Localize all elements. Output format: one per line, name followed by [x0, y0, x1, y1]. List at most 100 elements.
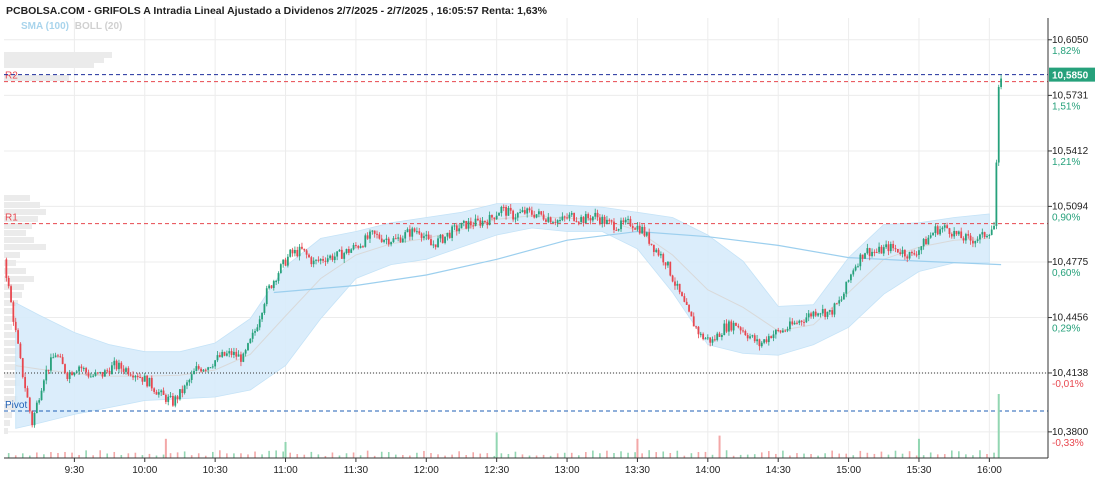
candle-body — [746, 335, 749, 339]
candle-body — [401, 238, 404, 243]
candle-body — [509, 207, 512, 211]
candle-body — [791, 321, 794, 325]
volume-bar — [845, 453, 848, 458]
candle-body — [552, 222, 554, 224]
volume-bar — [155, 455, 158, 458]
candle-body — [289, 249, 292, 257]
volume-bar — [134, 452, 137, 458]
candle-body — [394, 238, 397, 240]
candle-body — [1000, 78, 1002, 87]
volume-profile-bar — [4, 412, 12, 418]
x-tick-label: 14:00 — [695, 465, 720, 476]
volume-bar — [627, 452, 629, 458]
candle-body — [521, 210, 524, 213]
candle-body — [516, 213, 519, 218]
volume-bar — [204, 455, 207, 458]
candle-body — [896, 248, 899, 253]
volume-profile-bar — [4, 62, 94, 68]
candle-body — [889, 243, 892, 252]
volume-bar — [113, 451, 116, 458]
volume-bar — [732, 455, 735, 458]
volume-bar — [943, 454, 946, 458]
candle-body — [758, 339, 761, 347]
volume-bar — [458, 451, 460, 458]
candle-body — [690, 311, 693, 317]
candle-body — [570, 213, 573, 215]
candle-body — [413, 228, 416, 232]
candle-body — [347, 249, 350, 253]
candle-body — [495, 215, 498, 220]
candle-body — [638, 225, 641, 234]
volume-profile-bar — [4, 276, 34, 282]
candle-body — [927, 237, 930, 245]
candle-body — [563, 216, 566, 218]
candle-body — [350, 249, 353, 253]
candle-body — [793, 322, 796, 325]
candle-body — [976, 239, 979, 241]
candle-body — [75, 371, 78, 373]
volume-bar — [317, 454, 320, 458]
volume-bar — [929, 452, 932, 458]
x-tick-label: 13:00 — [555, 465, 580, 476]
candle-body — [432, 244, 435, 246]
boll-legend-label[interactable]: BOLL (20) — [74, 21, 123, 32]
candle-body — [169, 395, 172, 397]
candle-body — [291, 249, 294, 254]
candle-body — [132, 375, 134, 378]
candle-body — [688, 304, 690, 312]
candle-body — [319, 258, 322, 261]
candle-body — [796, 322, 798, 324]
candle-body — [918, 250, 920, 255]
candle-body — [17, 330, 19, 344]
candle-body — [326, 258, 329, 262]
candle-body — [986, 236, 988, 238]
volume-bar — [310, 451, 313, 458]
sma-legend-label[interactable]: SMA (100) — [21, 21, 69, 32]
candle-body — [953, 230, 956, 237]
level-label-r1: R1 — [5, 213, 18, 224]
candle-body — [129, 374, 132, 376]
candle-body — [441, 234, 444, 243]
candle-body — [404, 232, 407, 239]
volume-bar — [528, 455, 531, 458]
current-price-badge — [1049, 67, 1095, 82]
candle-body — [448, 232, 451, 238]
candle-body — [774, 329, 777, 335]
volume-bar — [951, 450, 953, 458]
candle-body — [650, 243, 653, 245]
volume-profile-bar — [4, 372, 18, 378]
candle-body — [608, 219, 611, 221]
volume-bar — [662, 451, 665, 458]
volume-bar — [859, 450, 862, 458]
volume-profile-bar — [4, 404, 16, 410]
candle-body — [73, 372, 76, 376]
volume-bar — [599, 453, 601, 458]
x-tick-label: 16:00 — [977, 465, 1002, 476]
candle-body — [854, 266, 857, 271]
volume-bar — [803, 453, 805, 458]
candle-body — [610, 220, 613, 222]
volume-bar — [282, 451, 284, 458]
candle-body — [798, 320, 801, 324]
candle-body — [706, 337, 709, 339]
volume-bar — [739, 454, 742, 458]
candle-body — [587, 214, 590, 219]
volume-spike — [997, 394, 1000, 458]
volume-bar — [99, 450, 101, 458]
volume-bar — [394, 454, 397, 458]
volume-profile-bar — [4, 209, 46, 215]
candle-body — [14, 321, 17, 331]
volume-profile-bar — [4, 300, 18, 306]
candle-body — [115, 360, 118, 370]
volume-profile-bar — [4, 396, 18, 402]
candle-body — [418, 231, 421, 234]
candle-body — [498, 213, 500, 216]
candle-body — [692, 316, 695, 327]
candle-body — [767, 336, 770, 343]
candle-body — [61, 357, 64, 365]
candle-body — [298, 246, 301, 257]
candle-body — [190, 374, 193, 380]
candle-body — [591, 216, 594, 221]
candle-body — [411, 228, 414, 237]
